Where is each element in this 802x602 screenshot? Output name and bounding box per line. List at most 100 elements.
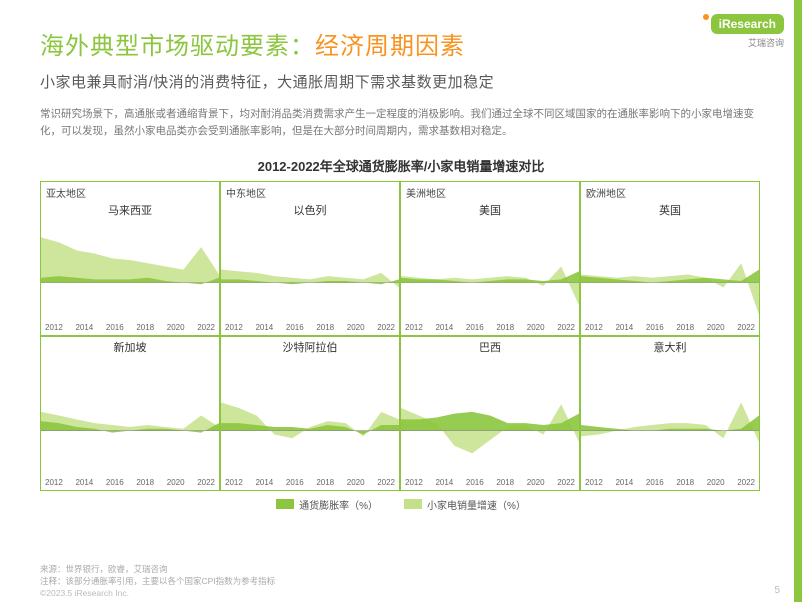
legend-item-sales: 小家电销量增速（%） (404, 497, 526, 512)
x-tick: 2020 (167, 478, 185, 487)
x-tick: 2022 (377, 323, 395, 332)
legend: 通货膨胀率（%） 小家电销量增速（%） (40, 497, 762, 512)
subtitle: 小家电兼具耐消/快消的消费特征，大通胀周期下需求基数更加稳定 (40, 71, 762, 92)
area-plot (581, 355, 759, 478)
x-tick: 2014 (435, 323, 453, 332)
x-tick: 2016 (106, 478, 124, 487)
x-tick: 2022 (197, 323, 215, 332)
region-header: 美洲地区 (401, 182, 579, 200)
chart-panel: 沙特阿拉伯 2012 2014 2016 2018 2020 2022 (220, 336, 400, 491)
x-tick: 2016 (106, 323, 124, 332)
page-number: 5 (774, 585, 780, 596)
x-tick: 2016 (646, 323, 664, 332)
x-tick: 2020 (527, 478, 545, 487)
copyright: ©2023.5 iResearch Inc. (40, 588, 129, 598)
chart-title: 2012-2022年全球通货膨胀率/小家电销量增速对比 (40, 156, 762, 175)
x-tick: 2020 (167, 323, 185, 332)
x-axis: 2012 2014 2016 2018 2020 2022 (221, 323, 399, 335)
x-tick: 2012 (225, 478, 243, 487)
footer-notes: 来源：世界银行，欧睿，艾瑞咨询 注释：该部分通胀率引用，主要以各个国家CPI指数… (40, 563, 275, 589)
x-tick: 2014 (75, 478, 93, 487)
region-header: 欧洲地区 (581, 182, 759, 200)
logo-subtext: 艾瑞咨询 (703, 36, 784, 49)
area-plot (581, 218, 759, 323)
x-axis: 2012 2014 2016 2018 2020 2022 (221, 478, 399, 490)
x-tick: 2022 (737, 323, 755, 332)
title-part2: 经济周期因素 (315, 33, 465, 60)
area-plot (221, 355, 399, 478)
x-tick: 2016 (466, 478, 484, 487)
area-plot (401, 355, 579, 478)
x-tick: 2018 (136, 323, 154, 332)
chart-panel: 新加坡 2012 2014 2016 2018 2020 2022 (40, 336, 220, 491)
x-tick: 2014 (255, 478, 273, 487)
country-label: 以色列 (221, 200, 399, 218)
x-tick: 2022 (557, 478, 575, 487)
side-accent (794, 0, 802, 602)
chart-panel: 亚太地区马来西亚 2012 2014 2016 2018 2020 2022 (40, 181, 220, 336)
x-tick: 2020 (347, 478, 365, 487)
x-axis: 2012 2014 2016 2018 2020 2022 (41, 323, 219, 335)
chart-panel: 美洲地区美国 201220142016201820202022 (400, 181, 580, 336)
x-tick: 2018 (136, 478, 154, 487)
x-tick: 2012 (45, 478, 63, 487)
x-tick: 2020 (707, 323, 725, 332)
x-tick: 2020 (527, 323, 545, 332)
x-tick: 2022 (377, 478, 395, 487)
x-tick: 2018 (496, 478, 514, 487)
area-plot (41, 218, 219, 323)
body-paragraph: 常识研究场景下，高通胀或者通缩背景下，均对耐消品类消费需求产生一定程度的消极影响… (40, 106, 762, 140)
chart-panel: 中东地区以色列 2012 2014 2016 2018 2020 2022 (220, 181, 400, 336)
note-line: 注释：该部分通胀率引用，主要以各个国家CPI指数为参考指标 (40, 575, 275, 588)
region-header: 亚太地区 (41, 182, 219, 200)
page-title: 海外典型市场驱动要素：经济周期因素 (40, 26, 762, 61)
region-header: 中东地区 (221, 182, 399, 200)
country-label: 沙特阿拉伯 (221, 337, 399, 355)
x-tick: 2018 (316, 323, 334, 332)
x-tick: 2012 (405, 323, 423, 332)
x-tick: 2016 (466, 323, 484, 332)
x-tick: 2014 (615, 323, 633, 332)
x-tick: 2012 (585, 323, 603, 332)
x-tick: 2016 (286, 478, 304, 487)
x-tick: 2014 (75, 323, 93, 332)
x-axis: 2012 2014 2016 2018 2020 2022 (41, 478, 219, 490)
x-tick: 2012 (45, 323, 63, 332)
country-label: 马来西亚 (41, 200, 219, 218)
x-tick: 2018 (676, 323, 694, 332)
x-tick: 2012 (405, 478, 423, 487)
area-plot (221, 218, 399, 323)
x-tick: 2014 (435, 478, 453, 487)
x-axis: 2012 2014 2016 2018 2020 2022 (401, 478, 579, 490)
x-tick: 2014 (615, 478, 633, 487)
x-tick: 2016 (286, 323, 304, 332)
x-tick: 2018 (496, 323, 514, 332)
x-tick: 2020 (347, 323, 365, 332)
country-label: 意大利 (581, 337, 759, 355)
country-label: 巴西 (401, 337, 579, 355)
legend-label-b: 小家电销量增速（%） (427, 497, 526, 512)
x-tick: 2018 (316, 478, 334, 487)
legend-label-a: 通货膨胀率（%） (299, 497, 378, 512)
x-axis: 2012 2014 2016 2018 2020 2022 (581, 323, 759, 335)
x-tick: 2022 (737, 478, 755, 487)
chart-grid: 亚太地区马来西亚 201220142016201820202022中东地区以色列… (40, 181, 760, 491)
legend-item-inflation: 通货膨胀率（%） (276, 497, 378, 512)
x-tick: 2014 (255, 323, 273, 332)
source-line: 来源：世界银行，欧睿，艾瑞咨询 (40, 563, 275, 576)
x-axis: 2012 2014 2016 2018 2020 2022 (401, 323, 579, 335)
logo-text: iResearch (711, 14, 784, 34)
country-label: 新加坡 (41, 337, 219, 355)
brand-logo: iResearch 艾瑞咨询 (703, 14, 784, 49)
x-axis: 201220142016201820202022 (581, 478, 759, 490)
area-plot (41, 355, 219, 478)
legend-swatch-b (404, 499, 422, 509)
x-tick: 2012 (585, 478, 603, 487)
chart-panel: 欧洲地区英国 201220142016201820202022 (580, 181, 760, 336)
x-tick: 2012 (225, 323, 243, 332)
legend-swatch-a (276, 499, 294, 509)
title-part1: 海外典型市场驱动要素： (40, 33, 315, 60)
x-tick: 2022 (197, 478, 215, 487)
x-tick: 2022 (557, 323, 575, 332)
area-plot (401, 218, 579, 323)
